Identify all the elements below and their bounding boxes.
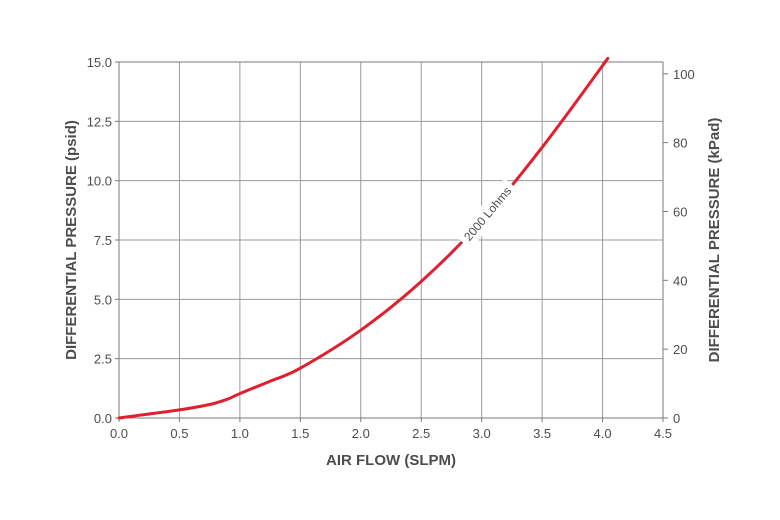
y-tick-label-5: 12.5 [87,114,112,129]
grid [115,61,668,422]
x-tick-label-3: 1.5 [291,426,309,441]
y-tick-label-0: 0.0 [94,411,112,426]
y-tick-label-3: 7.5 [94,233,112,248]
y-tick-label-4: 10.0 [87,174,112,189]
series-layer [117,56,610,420]
x-tick-label-4: 2.0 [352,426,370,441]
y-tick-label-6: 15.0 [87,55,112,70]
x-tick-label-9: 4.5 [654,426,672,441]
y-tick-label-2: 5.0 [94,292,112,307]
y2-tick-label-5: 100 [673,67,695,82]
y2-axis-title: DIFFERENTIAL PRESSURE (kPad) [706,118,723,363]
y2-tick-label-4: 80 [673,136,687,151]
y2-tick-label-2: 40 [673,273,687,288]
y2-tick-label-3: 60 [673,204,687,219]
x-tick-label-2: 1.0 [231,426,249,441]
annotation-0: 2000 Lohms [461,184,514,244]
x-axis-title: AIR FLOW (SLPM) [326,452,456,469]
y-axis-title: DIFFERENTIAL PRESSURE (psid) [63,120,80,360]
series-line-0 [117,56,610,420]
x-tick-label-1: 0.5 [170,426,188,441]
y-tick-label-1: 2.5 [94,352,112,367]
y2-tick-label-1: 20 [673,342,687,357]
x-tick-label-0: 0.0 [110,426,128,441]
annotation-background-0 [455,178,520,250]
annotations: 2000 Lohms [455,178,520,250]
x-tick-label-8: 4.0 [594,426,612,441]
plot-frame [118,61,664,419]
x-tick-label-6: 3.0 [473,426,491,441]
x-tick-label-7: 3.5 [533,426,551,441]
x-tick-label-5: 2.5 [412,426,430,441]
y2-tick-labels: 0 20 40 60 80 100 [673,67,695,426]
y-tick-labels: 0.0 2.5 5.0 7.5 10.0 12.5 15.0 [87,55,112,426]
y2-tick-label-0: 0 [673,411,680,426]
x-tick-labels: 0.0 0.5 1.0 1.5 2.0 2.5 3.0 3.5 4.0 4.5 [110,426,672,441]
